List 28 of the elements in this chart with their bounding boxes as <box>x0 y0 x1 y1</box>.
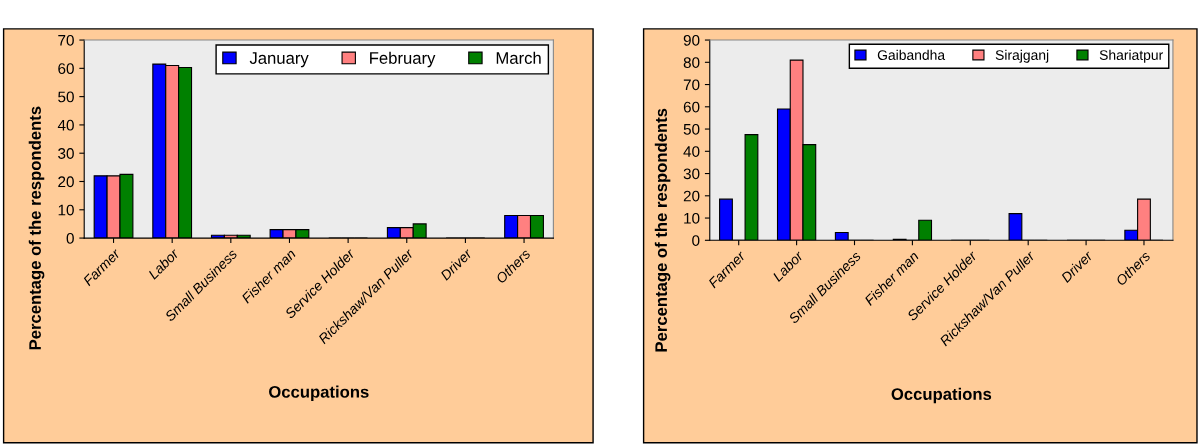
y-tick-label: 20 <box>683 190 700 202</box>
y-tick-label: 70 <box>683 79 700 91</box>
y-tick-label: 70 <box>58 34 74 46</box>
y-axis-title: Percentage of the respondents <box>28 106 45 350</box>
legend-label: February <box>370 51 436 68</box>
y-tick-label: 30 <box>58 148 74 159</box>
y-tick-label: 50 <box>58 91 74 103</box>
y-tick-label: 10 <box>684 212 700 224</box>
legend-label: January <box>249 52 309 68</box>
y-tick-label: 20 <box>58 176 74 188</box>
x-axis-title: Occupations <box>891 387 992 404</box>
y-tick-label: 50 <box>683 123 700 135</box>
y-tick-label: 30 <box>683 168 700 180</box>
legend-label: March <box>496 51 541 64</box>
y-tick-label: 60 <box>683 101 700 113</box>
legend-label: Sirajganj <box>995 49 1049 63</box>
y-tick-label: 10 <box>58 204 74 216</box>
y-tick-label: 90 <box>683 34 700 46</box>
y-tick-label: 60 <box>58 63 74 75</box>
y-tick-label: 40 <box>57 119 74 131</box>
y-tick-label: 80 <box>683 57 700 68</box>
legend-label: Shariatpur <box>1099 49 1163 63</box>
x-axis-title: Occupations <box>269 385 369 402</box>
legend-label: Gaibandha <box>877 49 946 60</box>
y-tick-label: 0 <box>66 232 74 244</box>
y-tick-label: 40 <box>683 146 700 157</box>
y-axis-title: Percentage of the respondents <box>654 108 671 352</box>
y-tick-label: 0 <box>692 235 700 246</box>
